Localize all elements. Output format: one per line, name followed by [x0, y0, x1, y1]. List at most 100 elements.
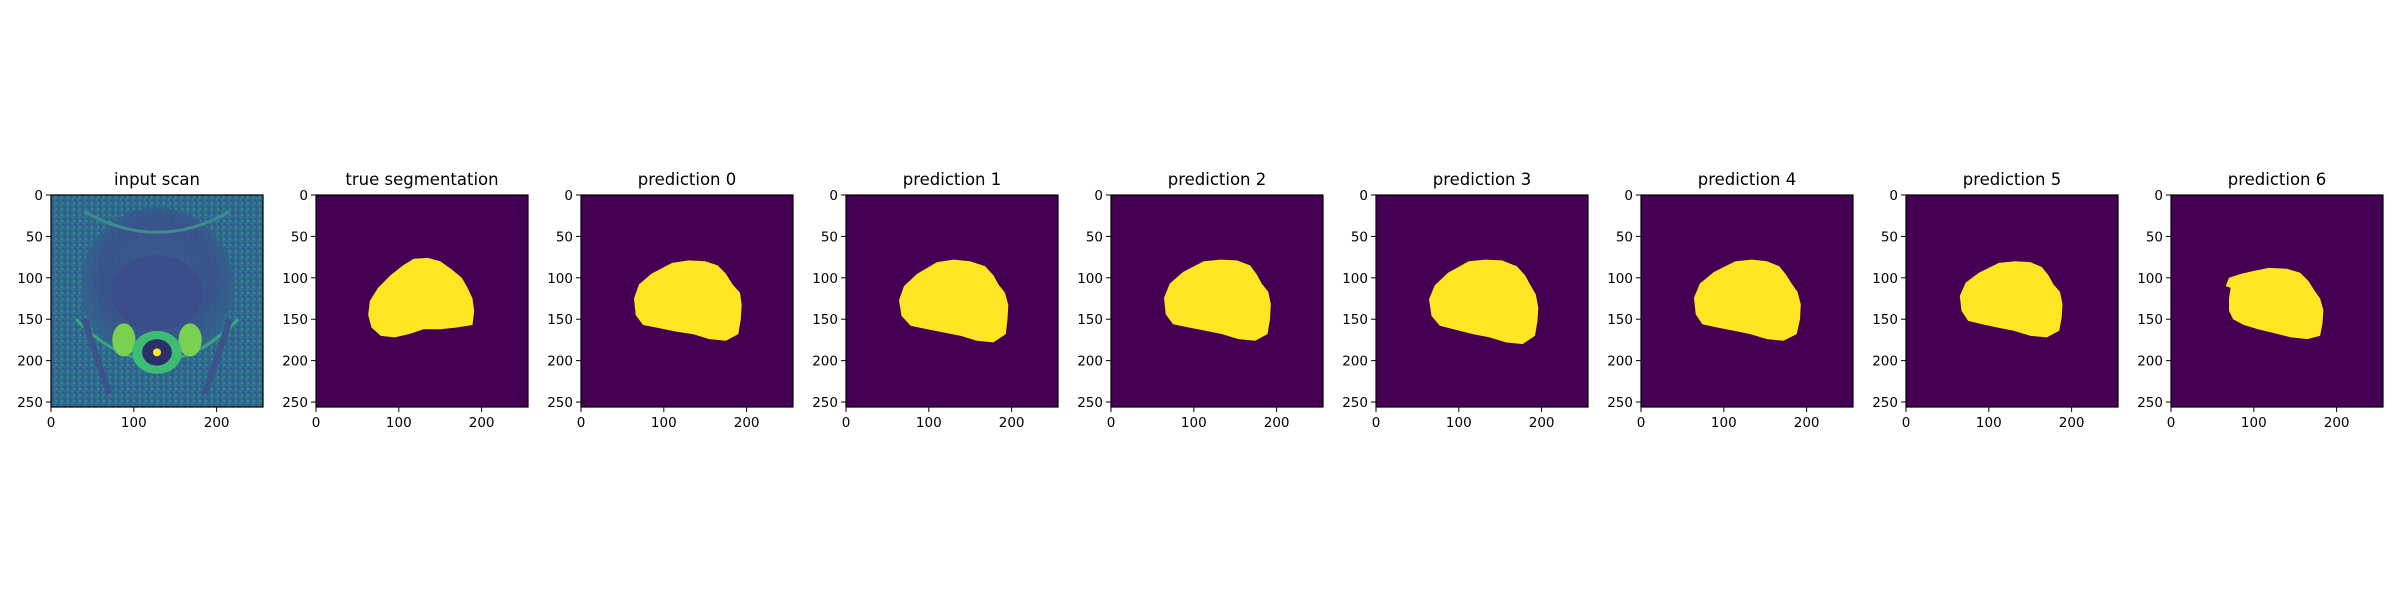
- panel-title: prediction 6: [2228, 170, 2327, 189]
- scan-image: [51, 195, 263, 407]
- segmentation-mask: [368, 257, 475, 338]
- y-tick-label: 100: [282, 271, 308, 287]
- panel-title: prediction 4: [1698, 170, 1797, 189]
- y-tick-label: 100: [2137, 271, 2163, 287]
- y-tick-label: 50: [26, 229, 43, 245]
- y-tick-label: 50: [1086, 229, 1103, 245]
- x-tick-label: 100: [2241, 415, 2267, 431]
- panel-title: input scan: [114, 170, 200, 189]
- y-tick-label: 100: [1077, 271, 1103, 287]
- y-tick-label: 250: [1872, 395, 1898, 411]
- axes-frame: [2170, 194, 2384, 408]
- y-tick-label: 0: [1094, 188, 1103, 204]
- y-tick-label: 0: [564, 188, 573, 204]
- y-tick-label: 200: [812, 354, 838, 370]
- x-tick-label: 200: [1264, 415, 1290, 431]
- y-tick-label: 100: [1872, 271, 1898, 287]
- x-tick-label: 0: [1107, 415, 1116, 431]
- segmentation-mask: [899, 259, 1009, 343]
- x-tick-label: 200: [1794, 415, 1820, 431]
- mask-image: [2171, 195, 2383, 407]
- y-tick-label: 100: [17, 271, 43, 287]
- axes-frame: [845, 194, 1059, 408]
- x-tick-label: 200: [2059, 415, 2085, 431]
- x-tick-label: 0: [577, 415, 586, 431]
- y-tick-label: 0: [1889, 188, 1898, 204]
- y-tick-label: 150: [1077, 312, 1103, 328]
- x-tick-label: 100: [651, 415, 677, 431]
- x-tick-label: 100: [916, 415, 942, 431]
- y-tick-label: 200: [1342, 354, 1368, 370]
- panel-title: prediction 1: [903, 170, 1002, 189]
- y-tick-label: 150: [282, 312, 308, 328]
- y-tick-label: 0: [1624, 188, 1633, 204]
- y-tick-label: 50: [1881, 229, 1898, 245]
- x-tick-label: 200: [2324, 415, 2350, 431]
- panel-title: true segmentation: [345, 170, 498, 189]
- x-tick-label: 0: [312, 415, 321, 431]
- y-tick-label: 250: [812, 395, 838, 411]
- panel-8: prediction 6 0 100 200 0 50 100 150 200 250: [2137, 170, 2384, 431]
- panel-0: input scan 0 100 200 0 50 100 150 200 250: [17, 170, 264, 431]
- x-tick-label: 200: [1529, 415, 1555, 431]
- y-tick-label: 50: [556, 229, 573, 245]
- x-tick-label: 100: [386, 415, 412, 431]
- panel-7: prediction 5 0 100 200 0 50 100 150 200 250: [1872, 170, 2119, 431]
- scan-muscle: [81, 318, 233, 395]
- mask-image: [316, 195, 528, 407]
- panel-1: true segmentation 0 100 200 0 50 100 150 200 250: [282, 170, 529, 431]
- axes-frame: [1640, 194, 1854, 408]
- scan-peak: [153, 348, 161, 357]
- y-tick-label: 100: [547, 271, 573, 287]
- segmentation-mask: [1429, 259, 1539, 345]
- x-tick-label: 100: [1711, 415, 1737, 431]
- panel-3: prediction 1 0 100 200 0 50 100 150 200 250: [812, 170, 1059, 431]
- y-tick-label: 200: [282, 354, 308, 370]
- x-tick-label: 100: [1976, 415, 2002, 431]
- scan-prostate: [111, 255, 203, 330]
- y-tick-label: 50: [821, 229, 838, 245]
- y-tick-label: 0: [299, 188, 308, 204]
- axes-frame: [1905, 194, 2119, 408]
- segmentation-mask: [1959, 261, 2063, 338]
- axes-frame: [50, 194, 264, 408]
- axes-frame: [315, 194, 529, 408]
- x-tick-label: 200: [734, 415, 760, 431]
- segmentation-mask: [1164, 259, 1271, 341]
- y-tick-label: 150: [1342, 312, 1368, 328]
- y-tick-label: 200: [1872, 354, 1898, 370]
- y-tick-label: 50: [1351, 229, 1368, 245]
- axes-frame: [1110, 194, 1324, 408]
- y-tick-label: 0: [34, 188, 43, 204]
- panel-6: prediction 4 0 100 200 0 50 100 150 200 250: [1607, 170, 1854, 431]
- y-tick-label: 150: [2137, 312, 2163, 328]
- y-tick-label: 200: [2137, 354, 2163, 370]
- y-tick-label: 150: [547, 312, 573, 328]
- mask-image: [1111, 195, 1323, 407]
- y-tick-label: 100: [1607, 271, 1633, 287]
- y-tick-label: 50: [291, 229, 308, 245]
- scan-tissue-band: [83, 210, 231, 234]
- panel-title: prediction 3: [1433, 170, 1532, 189]
- x-tick-label: 0: [1902, 415, 1911, 431]
- y-tick-label: 150: [1607, 312, 1633, 328]
- y-tick-label: 200: [17, 354, 43, 370]
- x-tick-label: 0: [2167, 415, 2176, 431]
- y-tick-label: 150: [17, 312, 43, 328]
- panel-title: prediction 5: [1963, 170, 2062, 189]
- mask-image: [846, 195, 1058, 407]
- y-tick-label: 200: [1077, 354, 1103, 370]
- segmentation-mask: [634, 260, 742, 341]
- mask-image: [581, 195, 793, 407]
- panel-title: prediction 0: [638, 170, 737, 189]
- y-tick-label: 0: [829, 188, 838, 204]
- y-tick-label: 100: [812, 271, 838, 287]
- y-tick-label: 150: [812, 312, 838, 328]
- panel-5: prediction 3 0 100 200 0 50 100 150 200 250: [1342, 170, 1589, 431]
- y-tick-label: 100: [1342, 271, 1368, 287]
- axes-frame: [580, 194, 794, 408]
- x-tick-label: 0: [1372, 415, 1381, 431]
- x-tick-label: 100: [1446, 415, 1472, 431]
- x-tick-label: 0: [1637, 415, 1646, 431]
